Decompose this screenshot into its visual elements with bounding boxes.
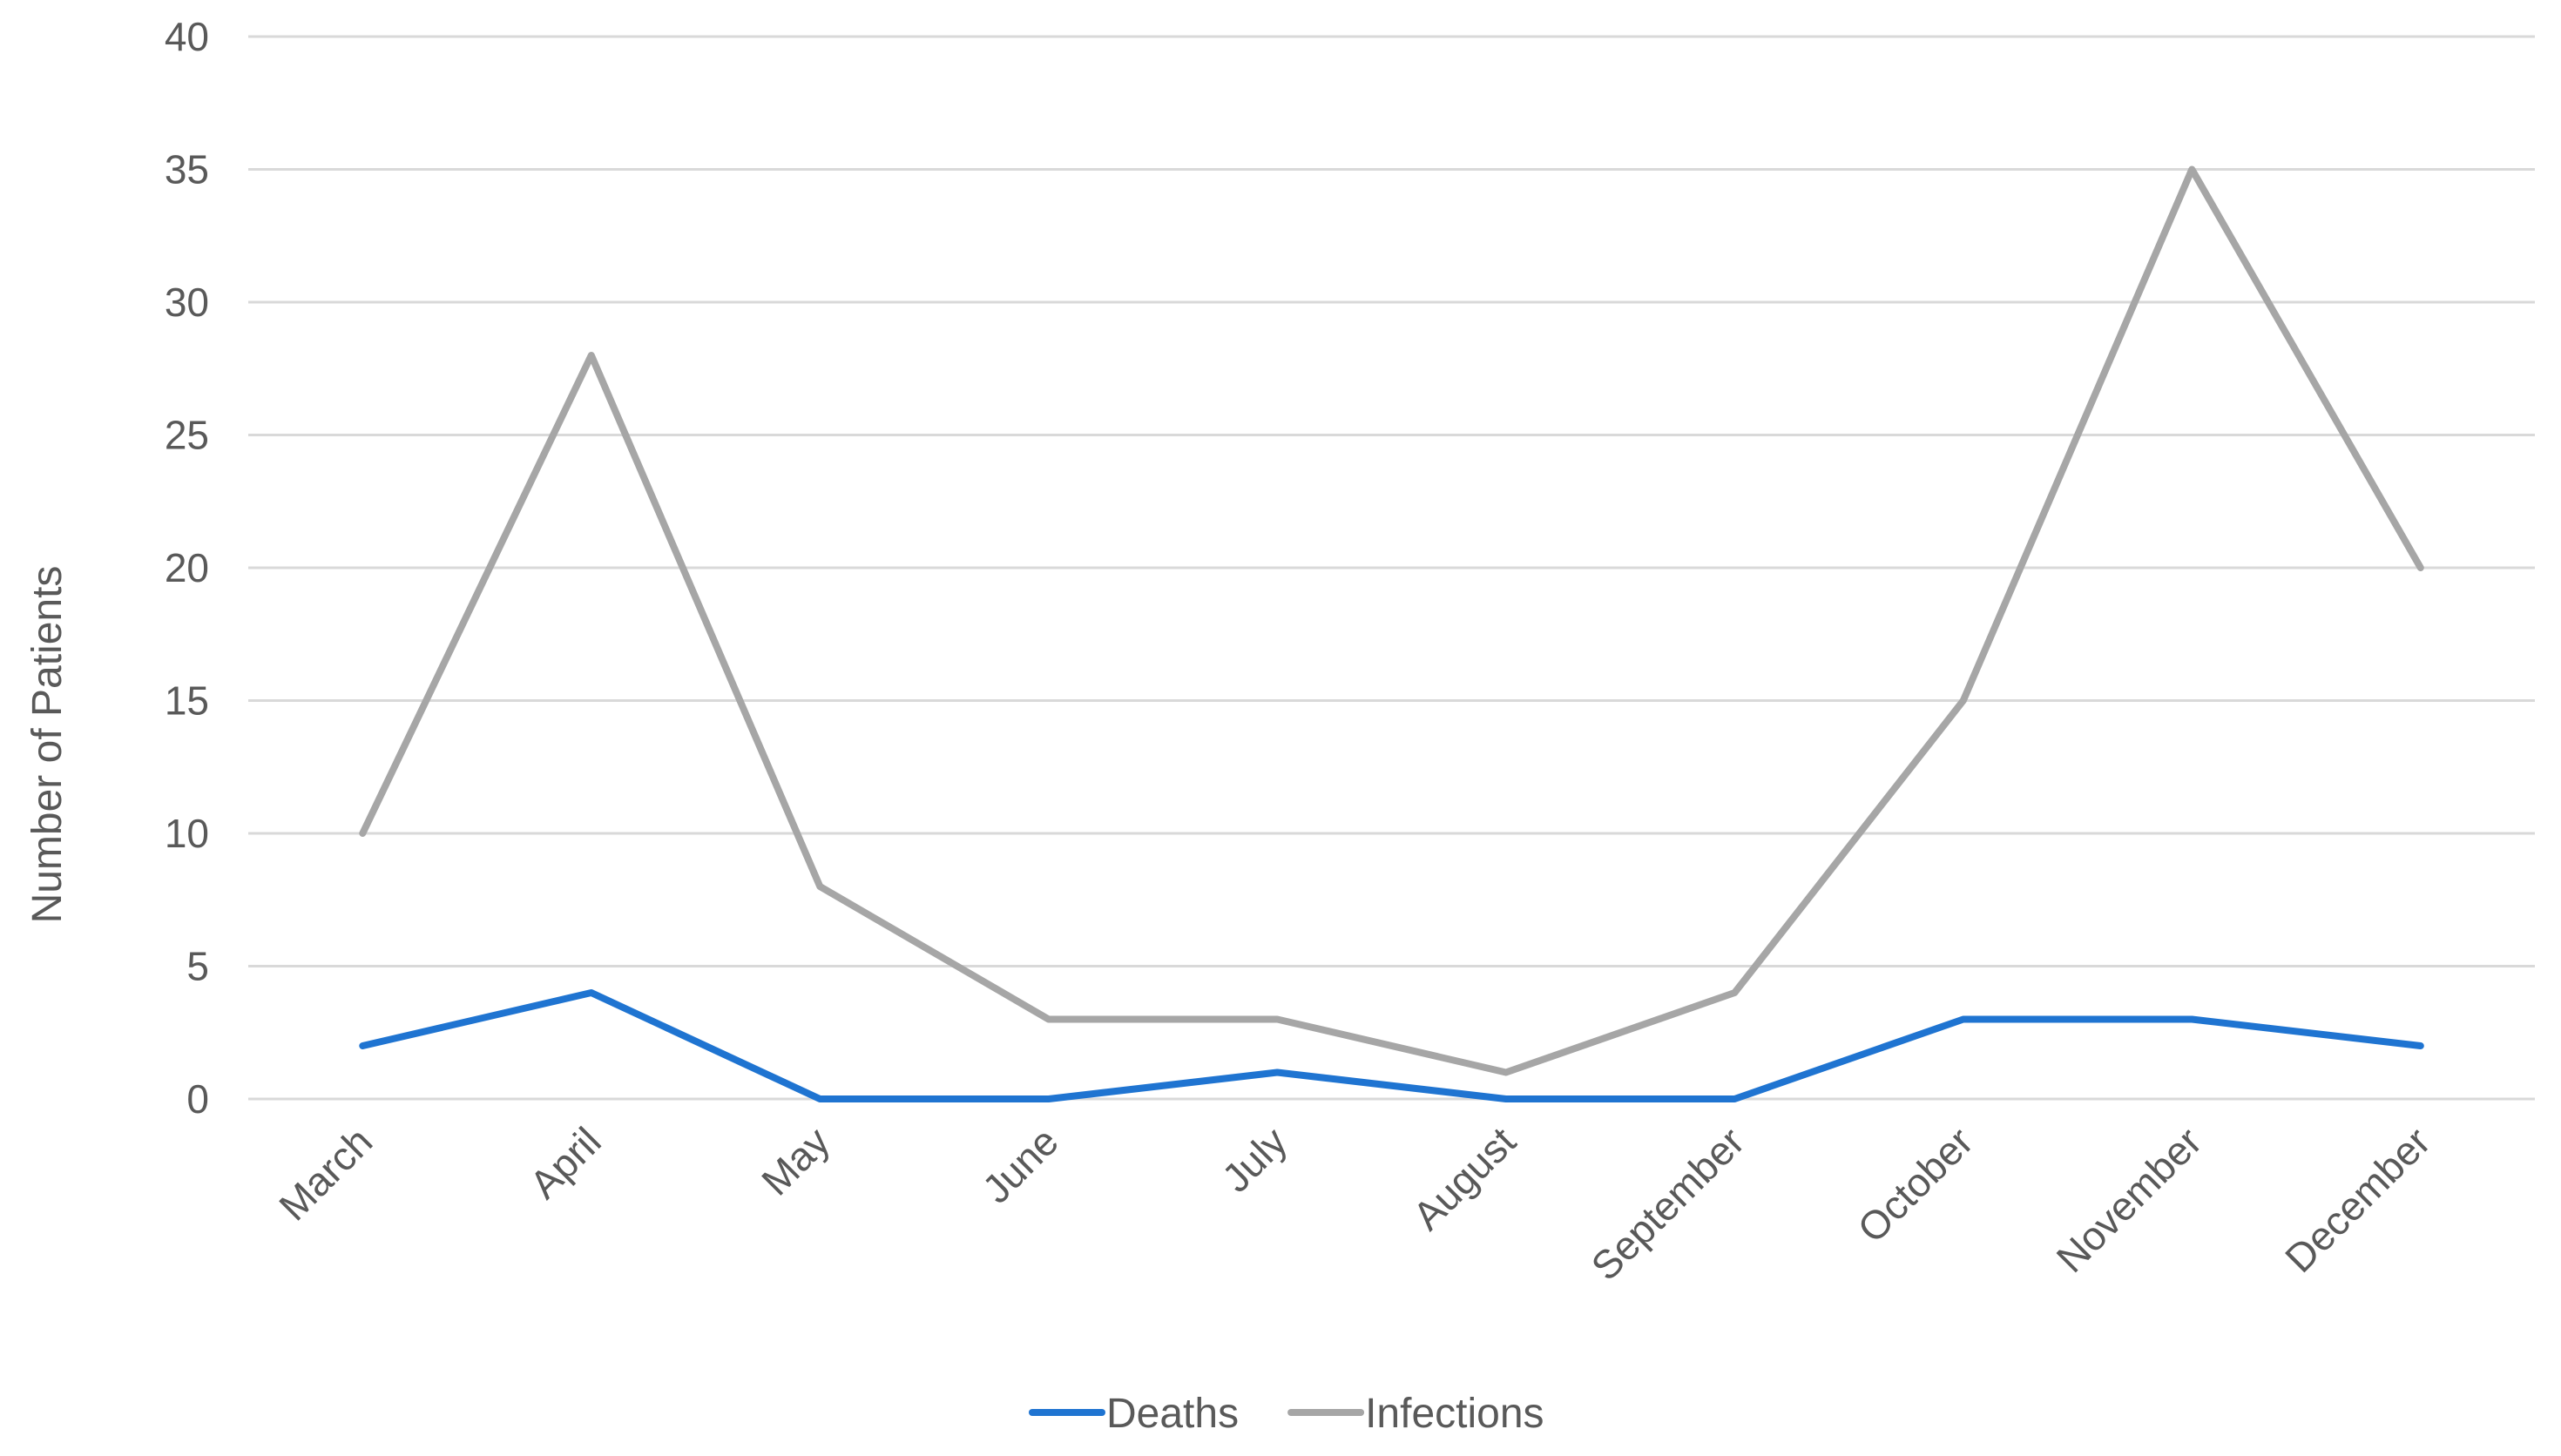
legend-label: Deaths	[1106, 1391, 1239, 1437]
x-tick-label: June	[974, 1118, 1067, 1211]
x-axis-ticks: March April May June July August September Octo…	[270, 1118, 2439, 1289]
series-lines	[359, 165, 2424, 1102]
x-tick-label: August	[1404, 1118, 1524, 1238]
y-tick-label: 15	[165, 678, 209, 724]
y-tick-label: 25	[165, 413, 209, 458]
y-axis-title: Number of Patients	[24, 566, 71, 924]
x-tick-label: September	[1582, 1118, 1753, 1289]
y-tick-label: 0	[186, 1076, 209, 1122]
y-tick-label: 40	[165, 14, 209, 59]
y-tick-label: 5	[186, 944, 209, 989]
y-tick-label: 10	[165, 811, 209, 856]
x-tick-label: December	[2276, 1118, 2439, 1281]
series-line-infections	[359, 165, 2424, 1076]
x-tick-label: March	[270, 1118, 381, 1229]
y-tick-label: 30	[165, 280, 209, 325]
x-tick-label: April	[521, 1118, 610, 1207]
y-axis-ticks: 0 5 10 15 20 25 30 35 40	[165, 14, 209, 1122]
x-tick-label: July	[1213, 1118, 1296, 1201]
legend-label: Infections	[1365, 1391, 1544, 1437]
legend-item-deaths: Deaths	[1029, 1391, 1239, 1437]
x-tick-label: May	[753, 1118, 838, 1203]
x-tick-label: November	[2048, 1118, 2211, 1281]
y-tick-label: 20	[165, 545, 209, 590]
x-tick-label: October	[1848, 1118, 1981, 1250]
legend-item-infections: Infections	[1287, 1391, 1544, 1437]
legend: Deaths Infections	[1029, 1391, 1544, 1437]
y-tick-label: 35	[165, 147, 209, 192]
series-line-deaths	[359, 989, 2424, 1102]
gridlines	[248, 35, 2535, 1101]
